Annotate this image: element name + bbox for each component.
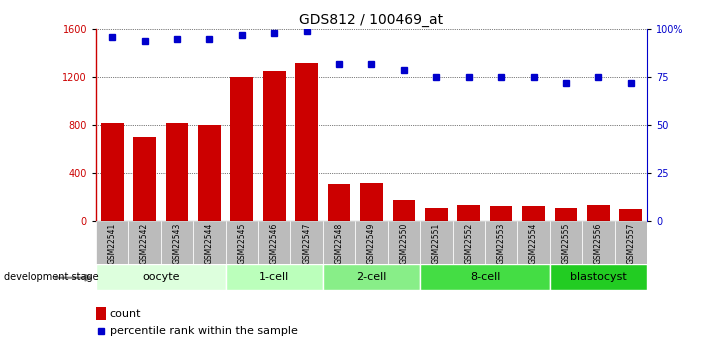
Text: GSM22541: GSM22541	[107, 223, 117, 264]
Bar	[295, 63, 318, 221]
Bar	[161, 221, 193, 264]
Text: percentile rank within the sample: percentile rank within the sample	[109, 326, 298, 335]
Bar	[619, 209, 642, 221]
Text: GSM22556: GSM22556	[594, 223, 603, 264]
Bar	[550, 264, 647, 290]
Text: GSM22544: GSM22544	[205, 223, 214, 264]
Bar	[323, 264, 420, 290]
Bar	[360, 183, 383, 221]
Bar	[225, 264, 323, 290]
Bar	[522, 206, 545, 221]
Text: GSM22545: GSM22545	[237, 223, 246, 264]
Bar	[133, 137, 156, 221]
Bar	[101, 123, 124, 221]
Bar	[96, 307, 106, 320]
Text: count: count	[109, 309, 141, 318]
Bar	[291, 221, 323, 264]
Bar	[356, 221, 387, 264]
Text: GSM22546: GSM22546	[269, 223, 279, 264]
Bar	[166, 123, 188, 221]
Bar	[96, 264, 225, 290]
Text: GSM22543: GSM22543	[173, 223, 181, 264]
Text: GSM22548: GSM22548	[335, 223, 343, 264]
Bar	[587, 205, 610, 221]
Bar	[582, 221, 614, 264]
Bar	[452, 221, 485, 264]
Bar	[420, 221, 452, 264]
Bar	[425, 208, 448, 221]
Text: blastocyst: blastocyst	[570, 272, 627, 282]
Bar	[485, 221, 518, 264]
Bar	[263, 71, 286, 221]
Bar	[392, 200, 415, 221]
Bar	[518, 221, 550, 264]
Text: GSM22555: GSM22555	[562, 223, 570, 264]
Title: GDS812 / 100469_at: GDS812 / 100469_at	[299, 13, 444, 27]
Text: 8-cell: 8-cell	[470, 272, 500, 282]
Text: GSM22549: GSM22549	[367, 223, 376, 264]
Bar	[387, 221, 420, 264]
Bar	[129, 221, 161, 264]
Bar	[96, 221, 129, 264]
Text: GSM22542: GSM22542	[140, 223, 149, 264]
Text: 2-cell: 2-cell	[356, 272, 387, 282]
Text: development stage: development stage	[4, 272, 98, 282]
Bar	[198, 125, 221, 221]
Bar	[225, 221, 258, 264]
Bar	[323, 221, 356, 264]
Text: GSM22553: GSM22553	[497, 223, 506, 264]
Bar	[614, 221, 647, 264]
Bar	[230, 77, 253, 221]
Bar	[420, 264, 550, 290]
Text: oocyte: oocyte	[142, 272, 180, 282]
Text: GSM22550: GSM22550	[400, 223, 408, 264]
Bar	[193, 221, 225, 264]
Bar	[555, 208, 577, 221]
Text: 1-cell: 1-cell	[259, 272, 289, 282]
Text: GSM22551: GSM22551	[432, 223, 441, 264]
Text: GSM22547: GSM22547	[302, 223, 311, 264]
Bar	[550, 221, 582, 264]
Bar	[328, 184, 351, 221]
Text: GSM22552: GSM22552	[464, 223, 474, 264]
Bar	[457, 205, 480, 221]
Bar	[258, 221, 291, 264]
Bar	[490, 206, 513, 221]
Text: GSM22557: GSM22557	[626, 223, 636, 264]
Text: GSM22554: GSM22554	[529, 223, 538, 264]
